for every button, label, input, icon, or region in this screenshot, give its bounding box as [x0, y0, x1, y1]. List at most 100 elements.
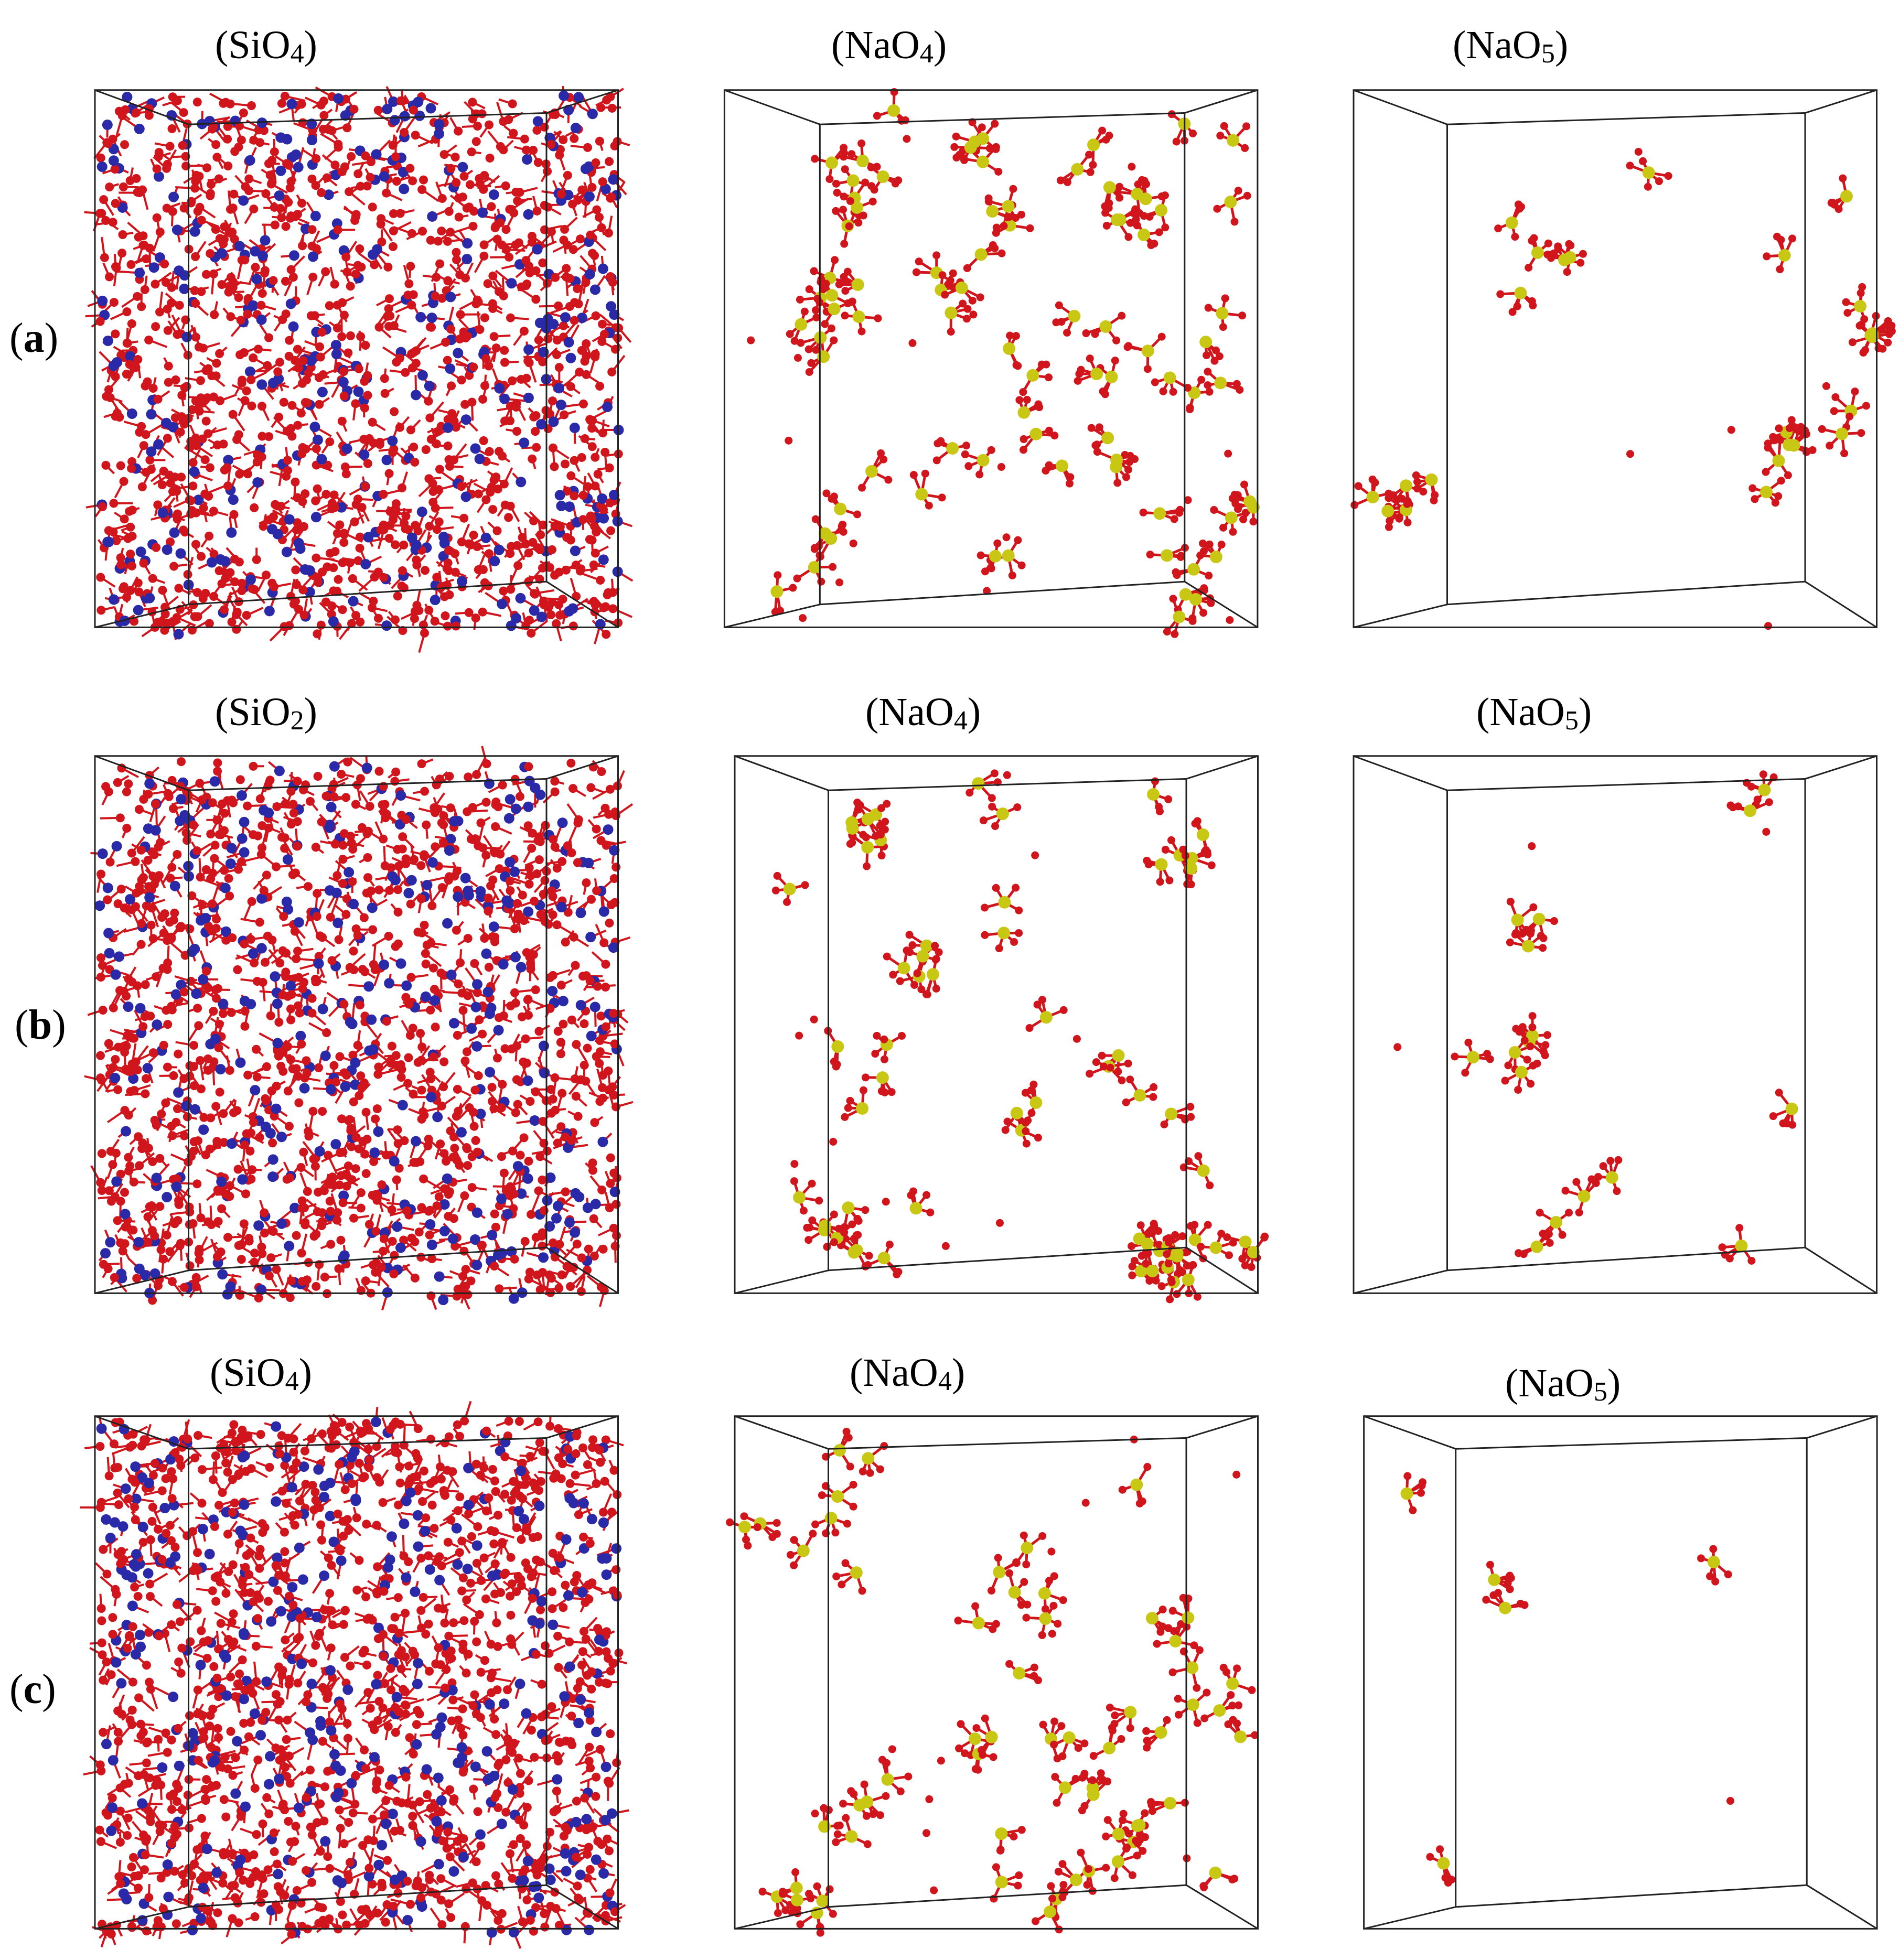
oxygen-atom	[1146, 551, 1154, 559]
silicon-atom	[275, 132, 286, 143]
oxygen-atom	[505, 252, 514, 262]
oxygen-atom	[1087, 424, 1096, 432]
oxygen-atom	[1403, 500, 1411, 508]
silicon-atom	[244, 366, 255, 377]
oxygen-atom	[491, 343, 501, 353]
oxygen-atom	[1727, 426, 1735, 434]
oxygen-atom	[289, 599, 298, 609]
oxygen-atom	[96, 573, 105, 582]
oxygen-atom	[832, 179, 840, 188]
oxygen-atom	[179, 203, 189, 213]
oxygen-atom	[1787, 416, 1796, 424]
silicon-atom	[153, 439, 164, 450]
oxygen-atom	[857, 327, 866, 336]
oxygen-atom	[1664, 172, 1672, 180]
oxygen-atom	[432, 439, 441, 449]
oxygen-atom	[275, 358, 285, 367]
silicon-atom	[117, 202, 128, 213]
oxygen-atom	[799, 614, 807, 622]
oxygen-atom	[592, 205, 602, 214]
oxygen-atom	[462, 203, 471, 213]
oxygen-atom	[1843, 309, 1852, 317]
oxygen-atom	[176, 427, 185, 437]
oxygen-atom	[790, 337, 799, 345]
oxygen-atom	[409, 348, 419, 357]
oxygen-atom	[298, 118, 307, 127]
oxygen-atom	[1002, 533, 1011, 542]
oxygen-atom	[391, 540, 400, 550]
oxygen-atom	[290, 356, 299, 365]
oxygen-atom	[499, 117, 508, 126]
oxygen-atom	[297, 199, 306, 208]
oxygen-atom	[532, 125, 542, 135]
silicon-atom	[285, 298, 296, 309]
oxygen-atom	[287, 401, 297, 410]
oxygen-atom	[1056, 176, 1065, 185]
oxygen-atom	[478, 394, 488, 404]
silicon-atom	[312, 435, 323, 446]
oxygen-atom	[538, 258, 548, 267]
oxygen-atom	[1848, 338, 1857, 347]
oxygen-atom	[280, 91, 289, 101]
oxygen-atom	[374, 322, 384, 332]
oxygen-atom	[1576, 259, 1585, 267]
oxygen-atom	[452, 178, 461, 187]
silicon-atom	[602, 402, 613, 413]
oxygen-atom	[786, 330, 794, 338]
oxygen-atom	[198, 343, 208, 353]
oxygen-atom	[313, 484, 322, 493]
sodium-atom	[824, 532, 838, 545]
oxygen-atom	[976, 293, 984, 301]
oxygen-atom	[1249, 518, 1258, 526]
oxygen-atom	[475, 179, 485, 189]
oxygen-atom	[360, 376, 369, 386]
oxygen-atom	[437, 227, 446, 236]
silicon-atom	[359, 449, 370, 460]
oxygen-atom	[281, 276, 290, 286]
oxygen-atom	[879, 455, 888, 464]
sodium-atom	[1224, 196, 1237, 209]
oxygen-atom	[186, 509, 196, 519]
sodium-atom	[770, 585, 784, 598]
oxygen-atom	[325, 548, 335, 558]
oxygen-atom	[118, 584, 127, 594]
oxygen-atom	[532, 443, 541, 452]
oxygen-atom	[329, 563, 338, 573]
oxygen-atom	[959, 299, 967, 308]
oxygen-atom	[811, 306, 820, 315]
oxygen-atom	[1172, 568, 1180, 576]
oxygen-atom	[214, 174, 223, 184]
oxygen-atom	[467, 397, 477, 407]
oxygen-atom	[538, 563, 547, 573]
silicon-atom	[256, 314, 267, 325]
oxygen-atom	[388, 242, 398, 251]
oxygen-atom	[582, 351, 591, 361]
silicon-atom	[112, 357, 123, 368]
oxygen-atom	[143, 377, 152, 386]
oxygen-atom	[1170, 515, 1178, 523]
box-edge	[724, 604, 820, 628]
oxygen-atom	[118, 230, 127, 239]
oxygen-atom	[1788, 234, 1796, 243]
silicon-atom	[109, 594, 120, 605]
oxygen-atom	[840, 144, 848, 152]
box-edge	[94, 89, 189, 125]
oxygen-atom	[817, 275, 825, 284]
oxygen-atom	[316, 352, 325, 362]
oxygen-atom	[334, 575, 343, 584]
oxygen-atom	[566, 382, 575, 391]
oxygen-atom	[157, 480, 167, 490]
oxygen-atom	[1204, 368, 1212, 376]
oxygen-atom	[1142, 180, 1151, 188]
oxygen-atom	[307, 174, 317, 184]
oxygen-atom	[827, 324, 835, 332]
sodium-atom	[915, 488, 928, 501]
box-back-face	[188, 112, 548, 606]
oxygen-atom	[457, 482, 466, 491]
oxygen-atom	[443, 441, 453, 451]
sodium-atom	[1099, 320, 1112, 333]
oxygen-atom	[463, 331, 472, 341]
oxygen-atom	[841, 287, 850, 295]
silicon-atom	[580, 164, 591, 175]
silicon-atom	[238, 195, 249, 206]
